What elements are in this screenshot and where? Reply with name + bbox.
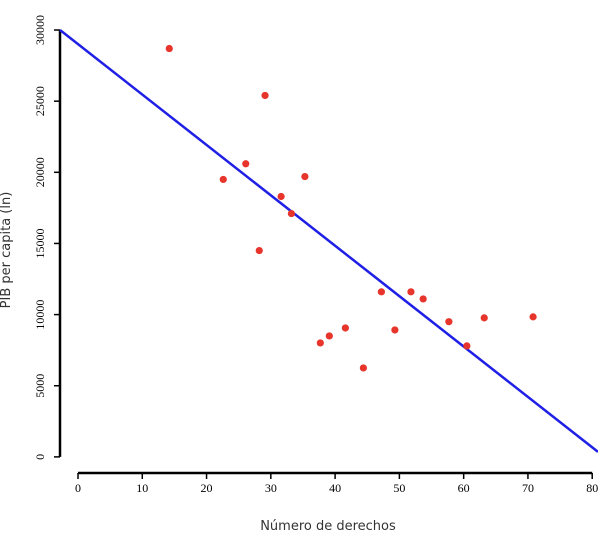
point — [261, 91, 269, 100]
x-tick-label: 80 — [586, 481, 598, 495]
point — [316, 339, 324, 347]
fit-line — [59, 29, 598, 453]
y-tick-label: 25000 — [33, 86, 47, 116]
point — [463, 342, 471, 350]
x-tick-label: 0 — [75, 481, 81, 495]
point — [359, 364, 367, 372]
point — [277, 192, 285, 201]
point — [325, 332, 333, 340]
x-tick-label: 40 — [329, 481, 341, 495]
y-tick-label: 10000 — [33, 300, 47, 330]
point — [255, 246, 263, 255]
point — [165, 44, 173, 53]
point — [529, 313, 537, 321]
y-tick-label: 15000 — [33, 228, 47, 258]
point — [377, 288, 385, 296]
x-tick-label: 60 — [458, 481, 470, 495]
x-tick-label: 70 — [522, 481, 534, 495]
x-tick-label: 50 — [393, 481, 405, 495]
point — [407, 288, 415, 296]
point — [301, 172, 309, 181]
x-axis-label: Número de derechos — [260, 519, 396, 534]
x-tick-label: 30 — [265, 481, 277, 495]
point — [341, 324, 349, 332]
x-tick-label: 10 — [136, 481, 148, 495]
point — [242, 160, 250, 168]
point — [445, 318, 453, 326]
point — [287, 209, 295, 218]
point — [419, 295, 427, 303]
point — [480, 314, 488, 322]
y-tick-label: 0 — [33, 454, 47, 460]
y-tick-label: 30000 — [33, 15, 47, 45]
y-axis-label: PIB per capita (ln) — [0, 192, 14, 309]
y-tick-label: 20000 — [33, 157, 47, 187]
x-tick-label: 20 — [201, 481, 213, 495]
point — [391, 326, 399, 334]
y-tick-label: 5000 — [33, 374, 47, 398]
point — [219, 175, 227, 184]
